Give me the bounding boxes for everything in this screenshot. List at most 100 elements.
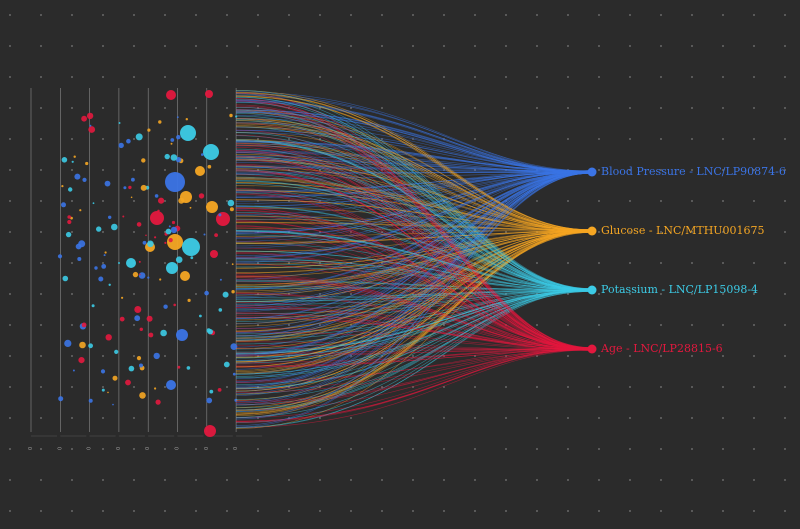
flow-curve [235,180,593,291]
data-bubble [150,211,164,225]
data-bubble [186,366,191,370]
axis-tick-label: 0 [57,447,63,450]
grid-dot [722,355,724,357]
data-bubble [159,278,162,281]
data-bubble [94,266,98,270]
flow-curve [235,93,593,174]
grid-dot [753,417,755,419]
grid-dot [102,324,104,326]
grid-dot [474,14,476,16]
data-bubble [139,327,143,331]
flow-curve [235,289,593,355]
grid-dot [536,76,538,78]
data-bubble [158,197,165,204]
target-label-age[interactable]: Age - LNC/LP28815-6 [601,342,723,355]
grid-dot [505,448,507,450]
grid-dot [319,448,321,450]
grid-dot [691,262,693,264]
grid-dot [288,448,290,450]
grid-dot [753,479,755,481]
flow-curve [235,349,593,393]
grid-dot [350,76,352,78]
grid-dot [722,386,724,388]
grid-dot [133,200,135,202]
grid-dot [784,448,786,450]
grid-dot [102,45,104,47]
data-bubble [166,380,176,390]
grid-dot [195,386,197,388]
data-bubble [223,361,230,368]
grid-dot [257,448,259,450]
grid-dot [102,200,104,202]
grid-dot [660,448,662,450]
grid-dot [567,386,569,388]
data-bubble [166,90,176,100]
data-bubble [108,215,112,219]
grid-dot [753,200,755,202]
grid-dot [71,76,73,78]
data-bubble [81,115,87,122]
flow-curve [235,112,593,173]
flow-curve [235,95,593,172]
target-label-glucose[interactable]: Glucose - LNC/MTHU001675 [601,224,765,237]
data-bubble [74,173,81,180]
grid-dot [102,138,104,140]
flow-curve [235,109,593,232]
grid-dot [350,45,352,47]
grid-dot [660,76,662,78]
grid-dot [40,324,42,326]
grid-dot [40,386,42,388]
data-bubble [185,118,188,121]
data-bubble [155,399,161,405]
grid-dot [753,386,755,388]
flow-curve [235,171,593,388]
grid-dot [71,479,73,481]
grid-dot [660,417,662,419]
grid-dot [226,231,228,233]
grid-dot [443,107,445,109]
data-bubble [142,240,147,245]
grid-dot [133,107,135,109]
grid-dot [71,45,73,47]
grid-dot [660,355,662,357]
grid-dot [164,14,166,16]
data-bubble [141,158,146,163]
grid-dot [381,510,383,512]
grid-dot [629,107,631,109]
flow-curve [235,230,593,273]
grid-dot [195,107,197,109]
flow-curve [235,142,593,174]
flow-curve [235,170,593,207]
grid-dot [691,479,693,481]
grid-dot [536,417,538,419]
grid-dot [350,479,352,481]
target-node [587,226,597,236]
data-bubble [79,341,86,349]
flow-curve [235,170,593,350]
target-label-potassium[interactable]: Potassium - LNC/LP15098-4 [601,283,759,296]
grid-dot [660,45,662,47]
grid-dot [660,169,662,171]
data-bubble [88,126,96,133]
data-bubble [101,388,105,392]
grid-dot [567,45,569,47]
data-bubble [175,157,182,163]
grid-dot [102,293,104,295]
grid-dot [257,76,259,78]
data-bubble [222,291,229,298]
grid-dot [660,510,662,512]
grid-dot [629,200,631,202]
grid-dot [288,479,290,481]
grid-dot [505,417,507,419]
data-bubble [163,304,168,309]
grid-dot [412,448,414,450]
grid-dot [133,14,135,16]
grid-dot [350,510,352,512]
grid-dot [505,76,507,78]
target-label-blood-pressure[interactable]: Blood Pressure - LNC/LP90874-6 [601,165,786,178]
grid-dot [660,231,662,233]
data-bubble [78,357,85,364]
grid-dot [691,355,693,357]
grid-dot [71,386,73,388]
grid-dot [443,45,445,47]
